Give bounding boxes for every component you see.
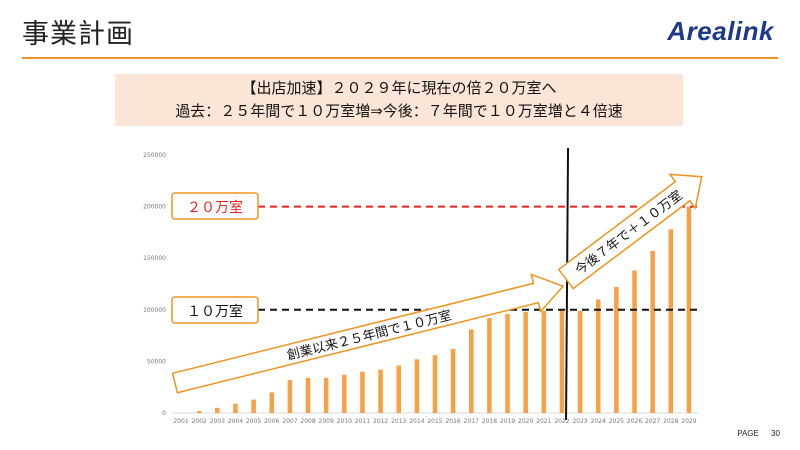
bar-2015	[432, 355, 438, 413]
y-tick-label: 150000	[143, 255, 166, 262]
page-footer: PAGE 30	[727, 429, 780, 438]
x-tick-label: 2005	[246, 418, 261, 425]
current-callout-label: １０万室	[187, 303, 243, 320]
x-tick-label: 2018	[482, 418, 497, 425]
bar-2012	[378, 369, 383, 413]
x-tick-label: 2022	[554, 418, 569, 425]
bar-2006	[269, 392, 275, 413]
bar-2020	[523, 311, 528, 413]
banner-line-2: 過去：２５年間で１０万室増⇒今後：７年間で１０万室増と４倍速	[175, 102, 623, 120]
bar-2019	[505, 313, 510, 413]
x-tick-label: 2001	[173, 418, 188, 425]
bar-2013	[396, 365, 401, 413]
y-tick-label: 50000	[147, 358, 166, 365]
x-tick-label: 2010	[337, 418, 352, 425]
header-divider	[22, 57, 778, 59]
bar-2009	[323, 377, 329, 413]
x-tick-label: 2008	[300, 418, 315, 425]
past-arrow-shape	[171, 273, 565, 394]
x-tick-label: 2014	[409, 418, 424, 425]
x-tick-label: 2015	[427, 418, 442, 425]
x-tick-label: 2021	[536, 418, 551, 425]
bar-2017	[469, 329, 474, 413]
bar-2029	[686, 206, 692, 413]
current-callout-box	[171, 296, 259, 324]
x-tick-label: 2027	[645, 418, 660, 425]
page-number: 30	[771, 429, 780, 438]
y-tick-label: 200000	[143, 204, 166, 211]
x-tick-label: 2029	[681, 418, 696, 425]
bar-2025	[614, 287, 619, 413]
bar-2018	[487, 318, 492, 413]
bar-2011	[360, 371, 365, 413]
bar-2004	[233, 403, 238, 413]
banner-line-1: 【出店加速】２０２９年に現在の倍２０万室へ	[241, 79, 557, 97]
x-tick-label: 2017	[464, 418, 479, 425]
x-tick-label: 2019	[500, 418, 515, 425]
y-tick-label: 250000	[143, 152, 166, 159]
arealink-logo: Arealink	[667, 16, 774, 46]
bar-2008	[305, 377, 311, 413]
target-callout-box	[171, 192, 259, 220]
bar-2028	[668, 229, 674, 413]
future-arrow-shape	[557, 173, 703, 290]
bar-2005	[251, 399, 256, 413]
bar-2007	[287, 379, 293, 413]
x-tick-label: 2028	[663, 418, 678, 425]
bar-2003	[215, 407, 220, 413]
page-label: PAGE	[737, 429, 759, 438]
x-tick-label: 2012	[373, 418, 388, 425]
bar-2027	[650, 250, 655, 413]
bar-2026	[632, 270, 637, 413]
bar-2024	[595, 299, 601, 413]
x-tick-label: 2007	[282, 418, 297, 425]
y-tick-label: 100000	[143, 307, 166, 314]
x-tick-label: 2016	[445, 418, 460, 425]
bar-2021	[541, 310, 547, 413]
forecast-divider-line	[565, 147, 570, 421]
bar-2014	[414, 359, 420, 413]
x-tick-label: 2006	[264, 418, 279, 425]
x-tick-label: 2026	[627, 418, 642, 425]
x-tick-label: 2003	[210, 418, 225, 425]
target-callout-label: ２０万室	[187, 199, 243, 216]
headline-banner: 【出店加速】２０２９年に現在の倍２０万室へ 過去：２５年間で１０万室増⇒今後：７…	[115, 74, 683, 126]
x-tick-label: 2004	[228, 418, 243, 425]
bar-2022	[559, 310, 565, 413]
bar-2016	[450, 349, 456, 413]
x-tick-label: 2002	[192, 418, 207, 425]
bar-2002	[196, 410, 202, 413]
x-tick-label: 2025	[609, 418, 624, 425]
x-tick-label: 2020	[518, 418, 533, 425]
x-tick-label: 2013	[391, 418, 406, 425]
y-tick-label: 0	[162, 410, 166, 417]
x-tick-label: 2009	[319, 418, 334, 425]
page-title: 事業計画	[22, 19, 134, 50]
bar-2010	[342, 374, 347, 413]
x-tick-label: 2023	[572, 418, 587, 425]
x-tick-label: 2024	[591, 418, 606, 425]
bar-2023	[577, 310, 583, 413]
x-tick-label: 2011	[355, 418, 370, 425]
past-arrow-label: 創業以来２５年間で１０万室	[285, 307, 453, 363]
